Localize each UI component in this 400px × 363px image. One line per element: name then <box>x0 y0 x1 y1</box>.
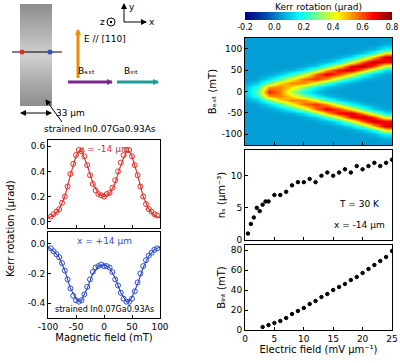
svg-text:15: 15 <box>327 334 338 344</box>
svg-text:strained In0.07Ga0.93As: strained In0.07Ga0.93As <box>55 305 154 314</box>
svg-text:-0.2: -0.2 <box>237 23 253 32</box>
svg-text:5: 5 <box>272 334 278 344</box>
svg-text:10: 10 <box>231 171 243 181</box>
svg-text:-50: -50 <box>69 322 84 332</box>
svg-text:0.0: 0.0 <box>268 23 281 32</box>
svg-text:0: 0 <box>236 87 242 97</box>
svg-text:-100: -100 <box>38 322 59 332</box>
svg-text:0: 0 <box>101 322 107 332</box>
svg-text:0.2: 0.2 <box>31 192 45 202</box>
svg-text:100: 100 <box>225 44 242 54</box>
svg-text:0.0: 0.0 <box>31 217 46 227</box>
svg-text:Bᵢₙₜ (mT): Bᵢₙₜ (mT) <box>216 266 227 309</box>
svg-text:33 μm: 33 μm <box>56 108 85 118</box>
svg-text:20: 20 <box>231 305 243 315</box>
svg-text:0.4: 0.4 <box>327 23 340 32</box>
svg-text:E // [110]: E // [110] <box>84 34 126 44</box>
svg-text:y: y <box>129 2 135 12</box>
svg-text:x: x <box>149 17 155 27</box>
svg-text:-50: -50 <box>227 108 242 118</box>
svg-text:60: 60 <box>231 265 243 275</box>
svg-text:Magnetic field (mT): Magnetic field (mT) <box>55 332 152 343</box>
svg-text:0.6: 0.6 <box>31 141 46 151</box>
svg-text:Kerr rotation (μrad): Kerr rotation (μrad) <box>5 180 16 277</box>
svg-text:0: 0 <box>236 235 242 245</box>
svg-text:nₛ (μm⁻³): nₛ (μm⁻³) <box>216 172 227 219</box>
svg-text:25: 25 <box>386 334 397 344</box>
svg-text:5: 5 <box>236 203 242 213</box>
svg-text:10: 10 <box>298 334 310 344</box>
svg-text:20: 20 <box>357 334 369 344</box>
svg-text:z: z <box>100 17 105 27</box>
svg-text:40: 40 <box>231 285 243 295</box>
svg-text:0.2: 0.2 <box>297 23 310 32</box>
svg-text:0: 0 <box>236 325 242 335</box>
svg-text:0.8: 0.8 <box>386 23 399 32</box>
svg-text:0.0: 0.0 <box>31 239 46 249</box>
svg-text:strained In0.07Ga0.93As: strained In0.07Ga0.93As <box>44 124 156 134</box>
svg-text:T = 30 K: T = 30 K <box>339 199 380 209</box>
svg-text:Kerr rotation (μrad): Kerr rotation (μrad) <box>275 2 362 12</box>
svg-text:80: 80 <box>231 245 243 255</box>
svg-text:-100: -100 <box>222 129 243 139</box>
svg-text:Bₑₓₜ (mT): Bₑₓₜ (mT) <box>207 69 218 114</box>
svg-text:-0.2: -0.2 <box>28 269 46 279</box>
svg-text:50: 50 <box>231 65 243 75</box>
svg-text:x = -14 μm: x = -14 μm <box>334 220 385 230</box>
svg-text:100: 100 <box>151 322 168 332</box>
svg-text:x = +14 μm: x = +14 μm <box>77 236 132 246</box>
svg-text:-0.4: -0.4 <box>28 298 46 308</box>
svg-text:0: 0 <box>242 334 248 344</box>
svg-text:0.6: 0.6 <box>356 23 369 32</box>
svg-text:0.4: 0.4 <box>31 167 46 177</box>
svg-text:Bᵢₙₜ: Bᵢₙₜ <box>124 66 138 76</box>
svg-text:Electric field (mV μm⁻¹): Electric field (mV μm⁻¹) <box>260 344 378 355</box>
svg-text:x = -14 μm: x = -14 μm <box>79 144 130 154</box>
svg-text:Bₑₓₜ: Bₑₓₜ <box>78 66 95 76</box>
svg-text:50: 50 <box>126 322 138 332</box>
